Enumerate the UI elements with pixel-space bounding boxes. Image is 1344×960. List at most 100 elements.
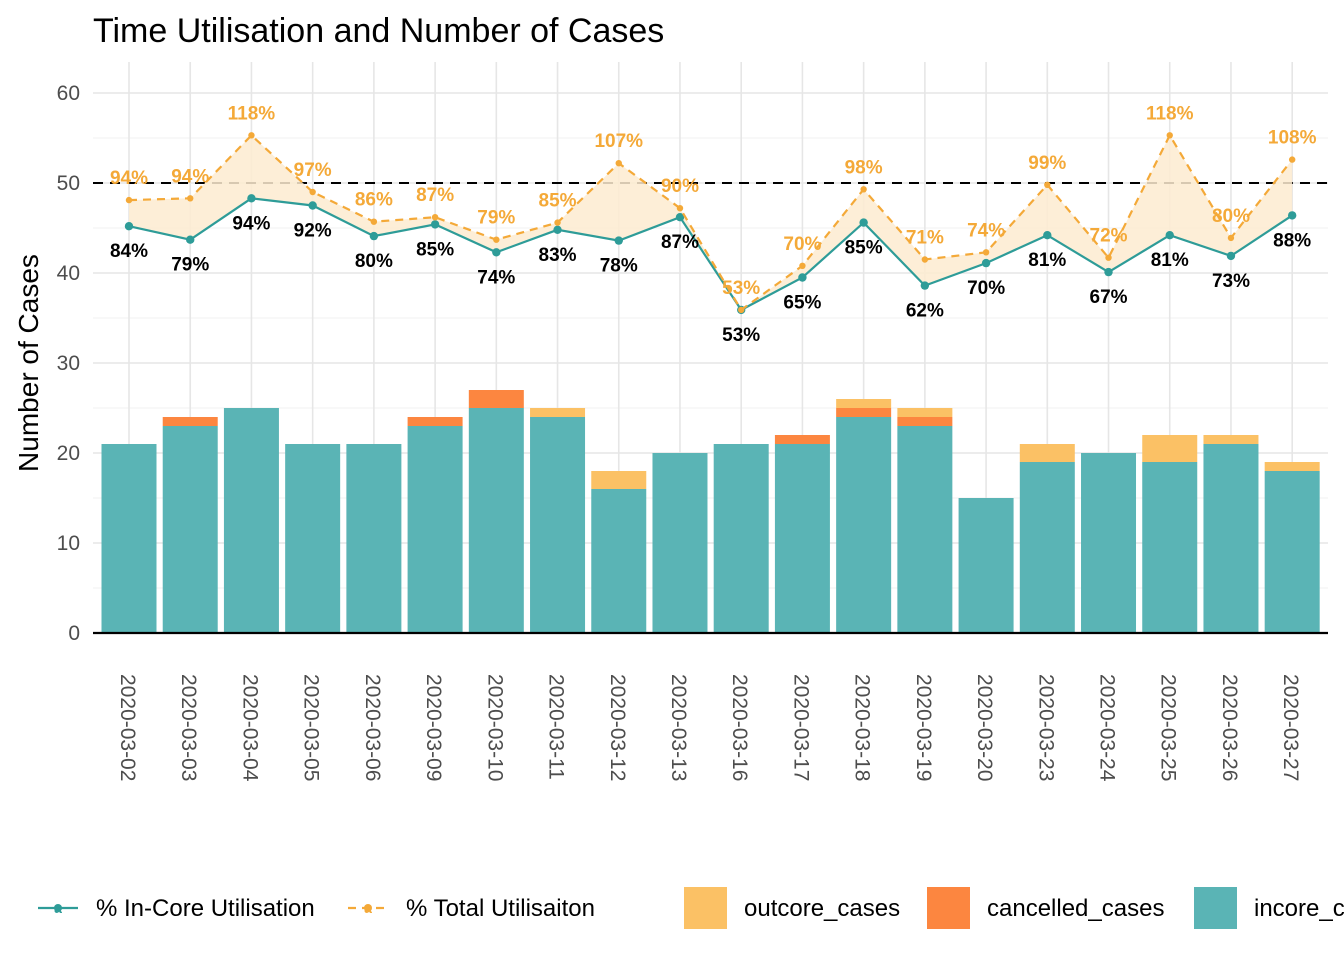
incore-utilisation-label: 62% [906, 301, 944, 322]
point-total [738, 306, 745, 314]
legend-key-box [1194, 887, 1237, 929]
point-incore [247, 194, 256, 203]
x-tick-label: 2020-03-25 [1157, 674, 1180, 781]
total-utilisation-label: 53% [722, 278, 760, 299]
legend-key-box [927, 887, 970, 929]
line-incore-utilisation [128, 197, 1293, 312]
total-utilisation-label: 108% [1268, 128, 1317, 149]
bar-outcore-cases [1019, 444, 1075, 462]
utilisation-gap-area [129, 135, 1293, 310]
point-total [1044, 181, 1051, 188]
incore-utilisation-label: 85% [845, 238, 883, 259]
total-utilisation-label: 98% [845, 157, 883, 178]
point-incore [492, 248, 501, 257]
point-total [982, 249, 990, 256]
point-total [309, 188, 316, 196]
bar-series [93, 182, 1328, 635]
point-incore [1165, 231, 1174, 240]
total-utilisation-label: 107% [594, 131, 643, 152]
point-incore [124, 222, 134, 231]
point-total [1105, 254, 1112, 261]
point-total [921, 256, 929, 263]
point-total [493, 236, 500, 243]
incore-utilisation-label: 85% [416, 239, 454, 260]
bar-outcore-cases [836, 399, 892, 408]
point-total [860, 186, 867, 193]
point-total [1227, 234, 1235, 242]
legend-key-glyph: a [364, 900, 372, 916]
legend-key-point [364, 904, 372, 912]
incore-utilisation-label: 84% [110, 241, 148, 262]
bar-incore-cases [1264, 471, 1320, 633]
y-tick-label: 40 [57, 262, 80, 285]
point-total [676, 205, 684, 212]
legend-key-point [54, 904, 62, 912]
incore-utilisation-label: 80% [355, 251, 393, 272]
bar-incore-cases [652, 453, 708, 633]
x-tick-label: 2020-03-13 [667, 674, 690, 781]
y-tick-label: 60 [57, 82, 80, 105]
bar-incore-cases [897, 426, 953, 633]
bar-incore-cases [774, 444, 830, 633]
point-incore [1226, 251, 1236, 261]
bar-incore-cases [591, 489, 647, 633]
utilisation-ribbon [129, 135, 1293, 310]
incore-utilisation-label: 88% [1273, 230, 1311, 251]
incore-utilisation-label: 87% [661, 232, 699, 253]
point-total [1288, 156, 1296, 163]
bar-incore-cases [1142, 462, 1198, 633]
point-incore [430, 220, 440, 229]
total-utilisation-label: 70% [783, 234, 821, 255]
bar-incore-cases [530, 417, 586, 633]
y-tick-label: 0 [68, 622, 80, 645]
point-incore [859, 218, 868, 227]
total-utilisation-label: 94% [171, 166, 209, 187]
bar-cancelled-cases [836, 408, 892, 417]
bar-cancelled-cases [468, 390, 524, 408]
incore-utilisation-label: 53% [722, 325, 760, 346]
point-incore [798, 273, 807, 282]
x-tick-label: 2020-03-24 [1096, 674, 1119, 782]
bar-incore-cases [162, 426, 218, 633]
total-utilisation-label: 86% [355, 190, 393, 211]
total-utilisation-label: 85% [539, 191, 577, 212]
point-total [431, 214, 439, 221]
incore-utilisation-label: 70% [967, 278, 1005, 299]
y-tick-label: 30 [57, 352, 80, 375]
y-axis-title: Number of Cases [13, 254, 44, 472]
y-axis-ticks: 0 10 20 30 40 50 60 [57, 82, 80, 645]
point-total [554, 219, 561, 226]
point-incore [1104, 267, 1113, 277]
x-tick-label: 2020-03-27 [1279, 674, 1302, 781]
total-utilisation-label: 118% [228, 103, 276, 124]
x-tick-label: 2020-03-20 [973, 674, 996, 781]
total-utilisation-label: 97% [294, 160, 332, 181]
point-total [248, 132, 255, 139]
legend-key-glyph: a [54, 900, 62, 916]
x-tick-label: 2020-03-18 [851, 674, 874, 781]
x-tick-label: 2020-03-09 [422, 674, 445, 781]
point-incore [1043, 231, 1052, 240]
point-incore [614, 236, 623, 245]
total-utilisation-label: 90% [661, 176, 699, 197]
bar-incore-cases [1203, 444, 1259, 633]
x-tick-label: 2020-03-16 [728, 674, 751, 781]
legend-label: cancelled_cases [987, 895, 1164, 922]
point-total [125, 196, 133, 204]
chart-title: Time Utilisation and Number of Cases [93, 12, 664, 50]
point-total [370, 218, 378, 225]
incore-utilisation-label: 73% [1212, 271, 1250, 292]
incore-utilisation-label: 74% [477, 267, 515, 288]
bar-cancelled-cases [162, 417, 218, 426]
bar-incore-cases [468, 408, 524, 633]
legend-label: outcore_cases [744, 895, 900, 922]
total-utilisation-label: 118% [1146, 103, 1194, 124]
point-incore [186, 235, 195, 244]
point-incore [981, 258, 991, 268]
bar-incore-cases [958, 498, 1014, 633]
legend: a % In-Core Utilisation a % Total Utilisait… [38, 887, 1344, 929]
legend-label: % Total Utilisaiton [406, 895, 595, 922]
bar-incore-cases [285, 444, 341, 633]
bar-outcore-cases [897, 408, 953, 417]
